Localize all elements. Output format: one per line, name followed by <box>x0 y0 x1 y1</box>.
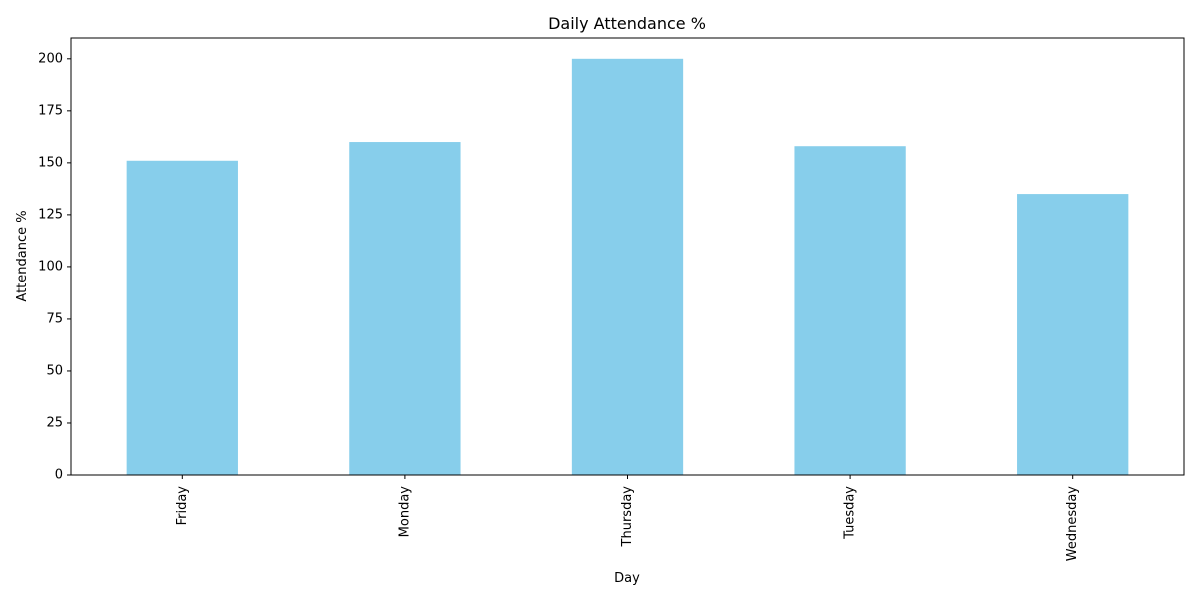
plot-frame <box>70 37 1185 476</box>
x-tick-label: Thursday <box>620 486 635 548</box>
x-tick-label: Friday <box>175 486 190 526</box>
bar-friday <box>126 160 238 475</box>
chart-title: Daily Attendance % <box>548 14 706 33</box>
bars-layer <box>126 58 1129 476</box>
y-axis-label: Attendance % <box>15 210 30 301</box>
y-tick-label: 150 <box>38 155 63 170</box>
x-axis-label: Day <box>614 571 640 586</box>
bar-monday <box>349 142 461 476</box>
y-tick-label: 200 <box>38 51 63 66</box>
x-tick-label: Wednesday <box>1065 486 1080 562</box>
x-axis-ticks: Friday Monday Thursday Tuesday Wednesday <box>175 475 1080 561</box>
y-tick-label: 175 <box>38 103 63 118</box>
x-tick-label: Tuesday <box>843 486 858 540</box>
x-tick-label: Monday <box>397 486 412 538</box>
y-tick-label: 25 <box>46 415 63 430</box>
bar-thursday <box>571 58 684 476</box>
y-tick-label: 0 <box>55 468 63 483</box>
y-tick-label: 100 <box>38 259 63 274</box>
y-tick-label: 125 <box>38 207 63 222</box>
y-tick-label: 50 <box>46 363 63 378</box>
y-tick-label: 75 <box>46 311 63 326</box>
y-axis-ticks: 0 25 50 75 100 125 150 175 200 <box>38 51 71 483</box>
bar-tuesday <box>794 146 906 475</box>
bar-wednesday <box>1017 194 1129 476</box>
